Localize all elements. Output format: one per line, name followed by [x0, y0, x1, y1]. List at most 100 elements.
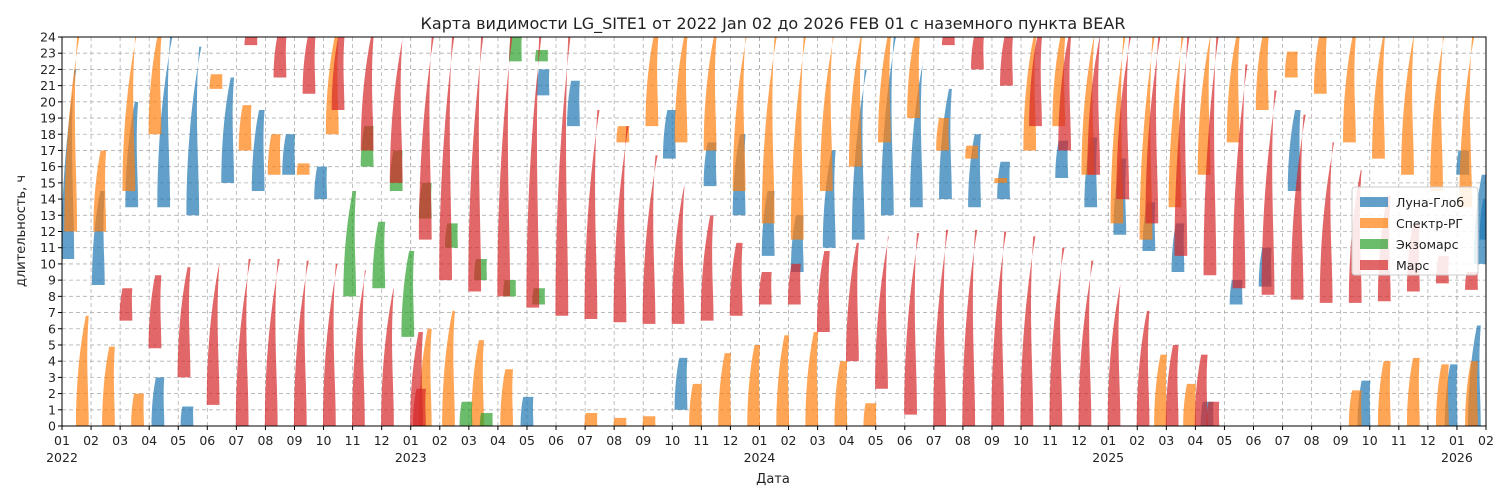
- legend-box: [1351, 186, 1479, 276]
- visibility-window-1: [776, 335, 790, 426]
- visibility-window-3: [613, 126, 629, 323]
- visibility-window-0: [180, 406, 194, 426]
- y-tick-label: 10: [40, 256, 56, 271]
- visibility-window-0: [968, 134, 981, 208]
- visibility-window-1: [994, 178, 1008, 183]
- visibility-window-1: [1343, 37, 1356, 143]
- visibility-window-3: [331, 37, 345, 110]
- y-tick-label: 15: [40, 175, 56, 190]
- visibility-window-3: [322, 263, 338, 426]
- visibility-window-3: [526, 37, 542, 308]
- visibility-window-1: [1313, 37, 1327, 94]
- visibility-window-1: [64, 37, 80, 232]
- visibility-window-3: [700, 215, 714, 321]
- visibility-window-1: [1183, 383, 1196, 426]
- x-tick-label: 09: [635, 433, 651, 448]
- visibility-window-3: [1136, 310, 1150, 426]
- y-tick-label: 23: [40, 46, 56, 61]
- visibility-window-3: [1465, 272, 1478, 290]
- y-tick-label: 6: [48, 321, 56, 336]
- visibility-window-0: [1479, 199, 1486, 240]
- visibility-window-3: [671, 186, 685, 324]
- visibility-window-1: [442, 310, 455, 426]
- x-tick-label: 04: [839, 433, 855, 448]
- data-bars: [62, 37, 1486, 426]
- x-tick-label: 09: [287, 433, 303, 448]
- visibility-window-3: [293, 260, 309, 426]
- x-tick-label: 01: [1100, 433, 1116, 448]
- x-tick-label: 10: [1362, 433, 1378, 448]
- y-tick-label: 0: [48, 419, 56, 434]
- visibility-window-1: [238, 105, 252, 151]
- x-tick-label: 09: [984, 433, 1000, 448]
- visibility-window-1: [1401, 37, 1414, 175]
- visibility-window-3: [941, 37, 955, 46]
- visibility-window-0: [567, 80, 580, 127]
- visibility-window-3: [119, 288, 133, 321]
- x-tick-label: 02: [781, 433, 797, 448]
- visibility-window-3: [991, 231, 1007, 426]
- visibility-window-3: [381, 288, 394, 426]
- visibility-window-3: [360, 37, 374, 151]
- visibility-window-3: [1116, 37, 1131, 200]
- visibility-window-1: [296, 163, 310, 175]
- visibility-window-3: [1319, 142, 1335, 303]
- y-tick-label: 4: [48, 354, 56, 369]
- visibility-window-3: [1203, 37, 1219, 276]
- visibility-window-3: [1145, 37, 1161, 224]
- visibility-window-3: [302, 37, 316, 94]
- x-tick-label: 02: [432, 433, 448, 448]
- visibility-window-0: [662, 109, 676, 159]
- y-tick-label: 5: [48, 337, 56, 352]
- visibility-window-1: [471, 340, 484, 426]
- legend-label: Марс: [1396, 258, 1429, 273]
- x-tick-label: 07: [577, 433, 593, 448]
- visibility-window-0: [157, 37, 173, 208]
- visibility-window-3: [1261, 90, 1277, 295]
- visibility-window-2: [479, 413, 493, 426]
- y-tick-label: 1: [48, 402, 56, 417]
- visibility-window-1: [267, 134, 281, 175]
- visibility-window-3: [758, 272, 772, 305]
- visibility-window-2: [372, 221, 386, 289]
- y-tick-label: 12: [40, 224, 56, 239]
- x-tick-label: 11: [345, 433, 361, 448]
- visibility-window-3: [439, 37, 455, 281]
- visibility-window-2: [401, 250, 415, 337]
- visibility-window-0: [703, 142, 717, 187]
- visibility-window-1: [878, 37, 891, 143]
- x-tick-label: 06: [1246, 433, 1262, 448]
- visibility-window-1: [790, 37, 806, 240]
- visibility-window-3: [264, 259, 280, 426]
- x-tick-label: 01: [1449, 433, 1465, 448]
- y-tick-label: 17: [40, 143, 56, 158]
- y-tick-label: 19: [40, 111, 56, 126]
- visibility-window-1: [1465, 361, 1478, 426]
- x-tick-year: 2024: [744, 450, 776, 465]
- visibility-window-1: [1348, 390, 1362, 426]
- visibility-window-1: [75, 315, 89, 426]
- visibility-window-2: [535, 49, 548, 62]
- y-tick-label: 18: [40, 127, 56, 142]
- visibility-window-2: [508, 37, 522, 62]
- visibility-window-3: [206, 262, 220, 405]
- x-tick-label: 12: [1420, 433, 1436, 448]
- visibility-window-3: [555, 37, 571, 316]
- visibility-window-0: [910, 61, 924, 208]
- visibility-window-3: [1020, 236, 1036, 426]
- visibility-window-1: [747, 344, 761, 426]
- visibility-window-1: [689, 383, 702, 426]
- visibility-window-1: [703, 37, 717, 151]
- x-tick-label: 07: [228, 433, 244, 448]
- x-tick-label: 05: [170, 433, 186, 448]
- visibility-window-0: [282, 134, 296, 175]
- x-tick-label: 01: [752, 433, 768, 448]
- visibility-window-1: [907, 37, 920, 119]
- x-tick-label: 11: [1391, 433, 1407, 448]
- y-tick-label: 2: [48, 386, 56, 401]
- x-axis-ticks: 01 2022 02 03 04 05 06 07 08 09 10 11 12 01 2023 02 03 04…: [46, 426, 1494, 465]
- legend-label: Луна-Глоб: [1396, 195, 1464, 210]
- visibility-window-1: [718, 353, 731, 426]
- x-tick-label: 11: [1042, 433, 1058, 448]
